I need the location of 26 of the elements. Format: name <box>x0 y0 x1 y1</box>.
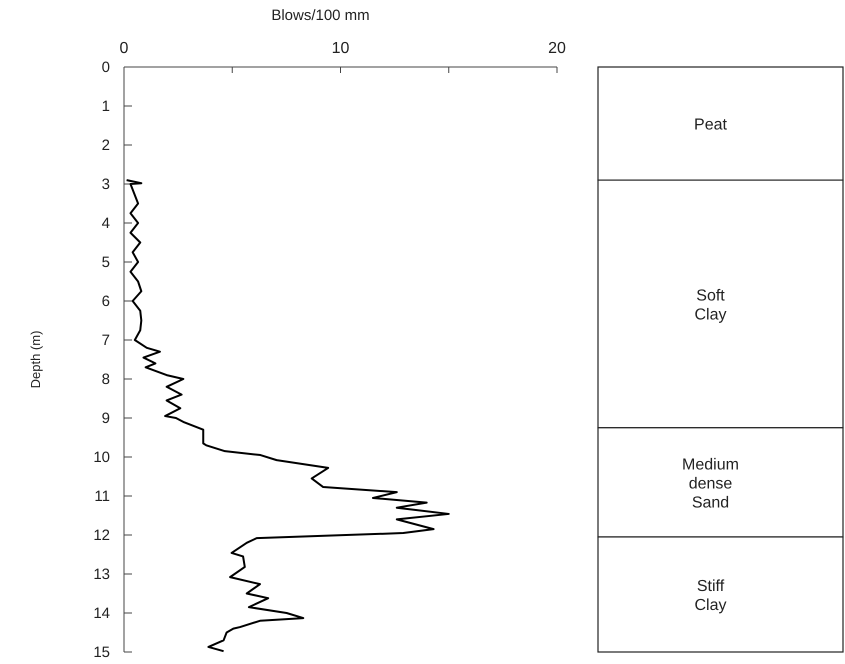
y-tick-label: 15 <box>93 644 110 661</box>
series-label: Stiff Clay <box>694 578 727 614</box>
y-tick-label: 2 <box>102 136 110 154</box>
y-tick-label: 5 <box>102 254 110 271</box>
y-tick-label: 11 <box>94 488 110 505</box>
series-label: Medium dense Sand <box>682 456 739 512</box>
x-tick-label: 20 <box>548 40 566 57</box>
y-tick-label: 10 <box>93 448 110 466</box>
x-tick-label: 0 <box>120 40 129 57</box>
y-tick-label: 3 <box>102 176 110 193</box>
y-tick-label: 0 <box>102 58 110 76</box>
y-tick-label: 13 <box>93 566 110 583</box>
line-series <box>126 179 450 652</box>
y-tick-label: 4 <box>102 214 110 232</box>
x-tick-label: 10 <box>332 40 350 57</box>
x-axis-title: Blows/100 mm <box>271 7 370 24</box>
y-tick-label: 6 <box>102 292 110 310</box>
y-tick-label: 14 <box>93 604 110 622</box>
series-label: Peat <box>694 116 728 134</box>
y-tick-label: 7 <box>102 332 110 349</box>
series-label: Soft Clay <box>694 287 727 324</box>
y-tick-label: 8 <box>102 370 110 388</box>
y-tick-label: 9 <box>102 410 110 427</box>
y-tick-label: 1 <box>102 98 110 115</box>
y-tick-label: 12 <box>93 526 110 544</box>
y-axis-title: Depth (m) <box>28 330 43 388</box>
